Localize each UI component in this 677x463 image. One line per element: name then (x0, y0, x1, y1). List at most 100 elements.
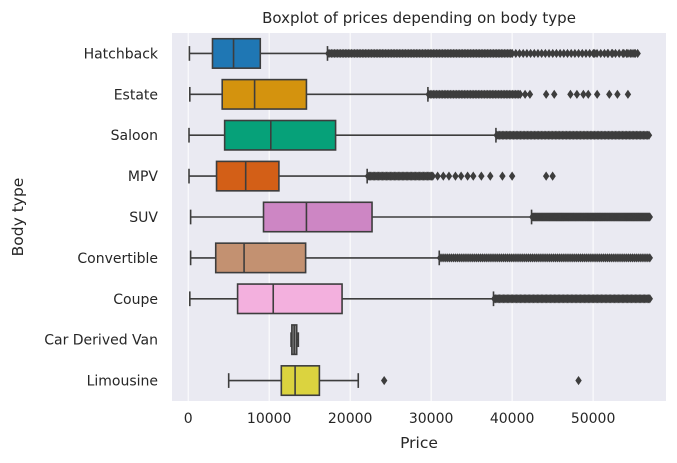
outlier-point (564, 48, 571, 59)
outlier-point (568, 48, 575, 59)
boxes-layer (188, 37, 654, 397)
outlier-point (527, 48, 534, 59)
y-tick-label: SUV (129, 210, 158, 226)
outlier-point (508, 171, 516, 181)
outlier-point (615, 48, 623, 59)
x-tick-labels: 0 10000 20000 30000 40000 50000 (184, 411, 616, 427)
outlier-point (582, 48, 590, 59)
iqr-box (211, 37, 262, 69)
y-tick-label: MPV (128, 169, 159, 185)
outlier-point (580, 89, 587, 99)
outlier-point (508, 48, 516, 59)
outlier-point (478, 171, 485, 181)
outlier-point (575, 375, 582, 386)
outlier-point (579, 48, 586, 59)
iqr-box (214, 242, 307, 274)
x-tick-label: 20000 (328, 411, 373, 427)
outlier-point (520, 48, 527, 59)
outlier-point (604, 48, 611, 59)
outlier-point (534, 48, 542, 59)
outlier-point (542, 89, 550, 99)
outlier-point (429, 171, 436, 181)
outlier-point (545, 48, 553, 59)
x-tick-label: 40000 (490, 411, 535, 427)
outlier-point (521, 89, 529, 99)
outlier-point (452, 171, 459, 181)
outlier-point (526, 89, 534, 99)
outlier-point (556, 48, 564, 59)
outlier-point (434, 171, 441, 181)
x-tick-label: 50000 (571, 411, 616, 427)
outlier-point (571, 48, 579, 59)
y-tick-labels: Hatchback Estate Saloon MPV SUV Convertible Co… (44, 46, 159, 389)
iqr-box (280, 365, 321, 397)
y-tick-label: Convertible (77, 251, 158, 267)
outlier-point (609, 48, 616, 59)
outlier-point (628, 48, 636, 59)
y-tick-label: Coupe (113, 292, 158, 308)
box-group-limousine (227, 365, 582, 397)
y-tick-label: Estate (114, 87, 158, 103)
outlier-point (586, 48, 593, 59)
chart-title: Boxplot of prices depending on body type (262, 9, 576, 27)
x-tick-label: 10000 (247, 411, 292, 427)
outlier-point (601, 48, 608, 59)
box-group-suv (189, 201, 654, 233)
box-group-mpv (188, 160, 556, 192)
outlier-point (646, 212, 654, 222)
outlier-point (624, 89, 632, 99)
x-tick-label: 0 (184, 411, 193, 427)
outlier-point (606, 89, 613, 99)
box-group-saloon (188, 119, 653, 151)
outlier-point (516, 48, 523, 59)
box-group-estate (189, 78, 632, 110)
outlier-point (632, 48, 639, 59)
outlier-point (591, 48, 598, 59)
iqr-box (223, 119, 337, 151)
y-tick-label: Hatchback (84, 46, 159, 62)
outlier-point (457, 171, 465, 181)
outlier-point (560, 48, 568, 59)
y-axis-label: Body type (9, 178, 27, 257)
outlier-point (470, 171, 477, 181)
outlier-point (512, 48, 520, 59)
outlier-point (575, 48, 582, 59)
outlier-point (549, 48, 556, 59)
outlier-point (464, 171, 471, 181)
outlier-point (573, 89, 581, 99)
outlier-point (646, 294, 654, 304)
outlier-point (445, 171, 453, 181)
iqr-box (236, 283, 343, 315)
x-axis-label: Price (400, 434, 438, 452)
outlier-point (624, 48, 632, 59)
outlier-point (531, 48, 538, 59)
outlier-point (499, 171, 506, 181)
outlier-point (542, 171, 550, 181)
outlier-point (593, 89, 601, 99)
outlier-point (523, 48, 531, 59)
outlier-point (645, 130, 653, 140)
outlier-point (585, 89, 592, 99)
y-tick-label: Car Derived Van (44, 333, 158, 349)
iqr-box (221, 78, 308, 110)
y-tick-label: Limousine (87, 374, 158, 390)
outlier-point (620, 48, 628, 59)
outlier-point (440, 171, 447, 181)
outlier-point (542, 48, 549, 59)
outlier-point (614, 89, 621, 99)
outlier-point (553, 48, 560, 59)
outlier-point (517, 89, 524, 99)
y-tick-label: Saloon (111, 128, 158, 144)
box-group-convertible (189, 242, 654, 274)
outlier-point (380, 375, 388, 386)
iqr-box (215, 160, 280, 192)
outlier-point (487, 171, 494, 181)
box-group-coupe (189, 283, 654, 315)
box-group-car-derived-van (290, 324, 300, 356)
outlier-point (567, 89, 574, 99)
iqr-box (262, 201, 373, 233)
x-tick-label: 30000 (409, 411, 454, 427)
box-group-hatchback (188, 37, 641, 69)
outlier-point (549, 171, 556, 181)
